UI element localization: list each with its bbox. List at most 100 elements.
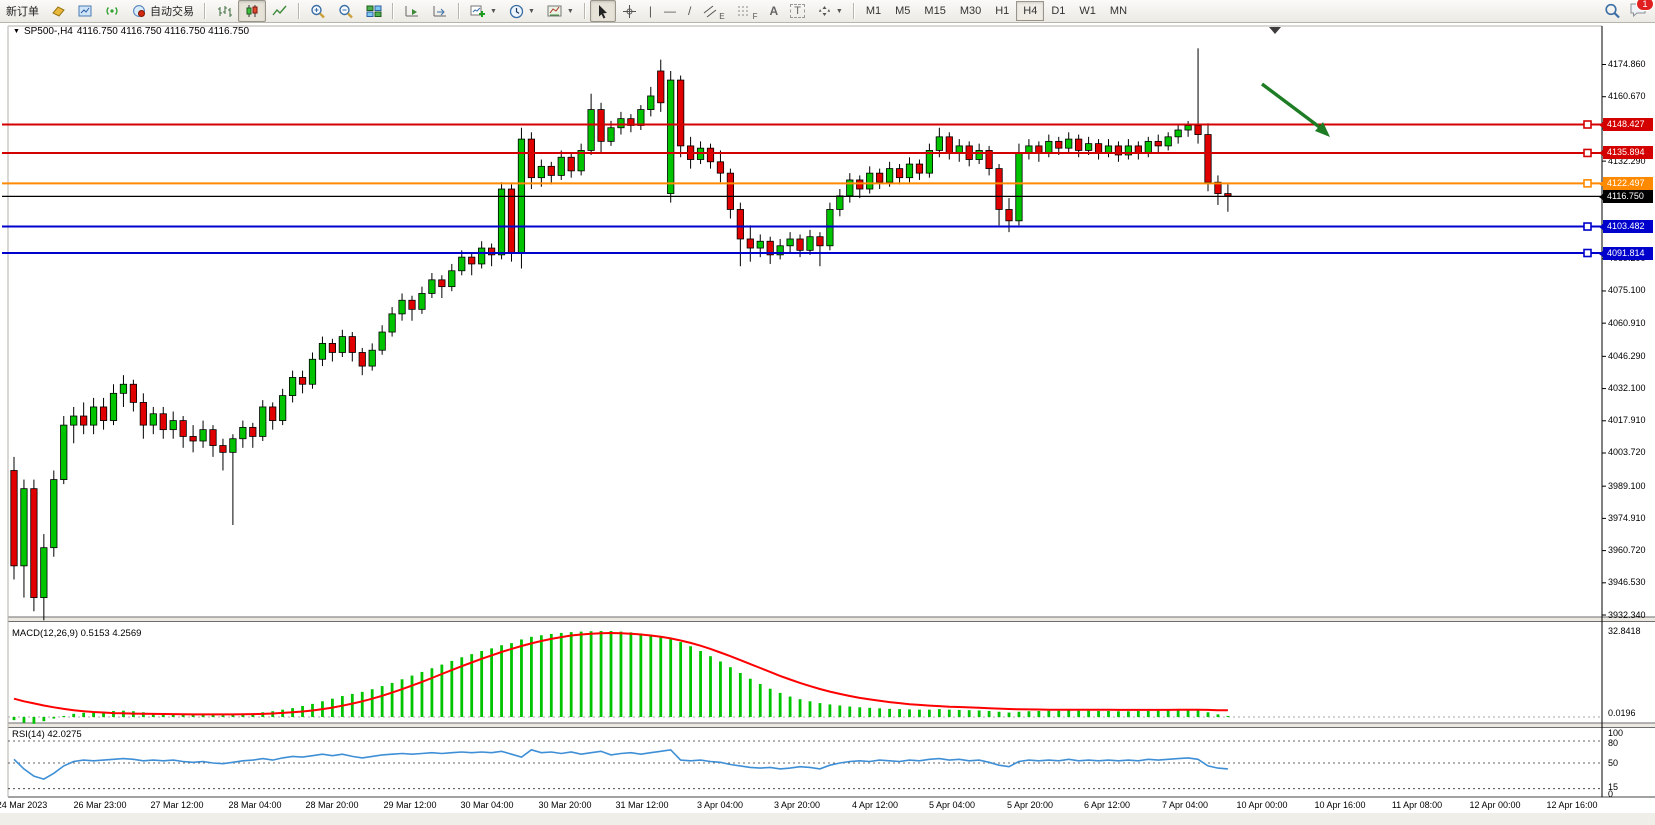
candle-up — [497, 188, 506, 256]
macd-histogram-bar — [987, 710, 991, 717]
candlestick-chart-button[interactable] — [238, 0, 266, 22]
toolbar-separator — [204, 3, 206, 19]
templates-button[interactable]: ▼ — [541, 0, 580, 22]
horizontal-line-tool-button[interactable]: — — [658, 0, 682, 22]
arrow-annotation-head[interactable] — [1315, 122, 1330, 137]
macd-histogram-bar — [669, 638, 673, 717]
macd-histogram-bar — [808, 701, 812, 717]
crosshair-tool-button[interactable] — [616, 0, 643, 22]
current-price-line-flag[interactable]: 4116.750 — [1599, 190, 1653, 203]
macd-histogram-bar — [659, 636, 663, 717]
macd-histogram-bar — [42, 717, 46, 722]
bar-chart-icon — [218, 6, 232, 17]
date-axis-label: 12 Apr 16:00 — [1546, 800, 1598, 810]
toolbar-right: 1 — [1604, 0, 1655, 21]
candle-down — [796, 238, 804, 251]
candle-down — [408, 299, 416, 310]
tile-windows-icon — [366, 5, 382, 17]
candle-up — [905, 163, 914, 179]
zoom-in-button[interactable] — [304, 0, 332, 22]
signals-icon — [106, 7, 118, 15]
candle-down — [487, 247, 496, 256]
rsi-axis-label: 100 — [1608, 728, 1624, 738]
line-handle[interactable] — [1583, 248, 1592, 258]
signals-button[interactable] — [99, 0, 126, 22]
bar-chart-button[interactable] — [210, 0, 238, 22]
price-tick-label: 4003.720 — [1608, 447, 1646, 457]
cursor-tool-button[interactable] — [589, 0, 616, 22]
resistance-line-flag[interactable]: 4148.427 — [1599, 118, 1653, 131]
support-line-flag[interactable]: 4103.482 — [1599, 220, 1653, 233]
channel-tool-button[interactable]: E — [697, 0, 730, 22]
line-handle[interactable] — [1583, 120, 1592, 129]
candle-up — [975, 150, 983, 160]
symbol-dropdown-icon[interactable]: ▼ — [13, 28, 20, 35]
candle-down — [726, 172, 735, 210]
macd-histogram-bar — [191, 714, 195, 717]
new-order-button[interactable]: 新订单 — [0, 0, 45, 22]
text-tool-button[interactable]: A — [764, 0, 785, 22]
candle-up — [617, 118, 625, 129]
chart-shift-button[interactable] — [426, 0, 454, 22]
candle-down — [269, 406, 277, 421]
price-tick-label: 4032.100 — [1608, 383, 1646, 393]
arrow-annotation[interactable] — [1260, 82, 1324, 131]
arrows-tool-button[interactable]: ▼ — [811, 0, 849, 22]
fibonacci-tool-button[interactable]: F — [731, 0, 764, 22]
timeframe-button-m30[interactable]: M30 — [959, 5, 982, 17]
candle-down — [129, 383, 137, 403]
notifications-button[interactable]: 1 — [1629, 0, 1654, 21]
tile-windows-button[interactable] — [360, 0, 388, 22]
line-handle[interactable] — [1583, 148, 1592, 158]
timeframe-button-m5[interactable]: M5 — [895, 5, 911, 17]
vertical-line-tool-button[interactable]: | — [643, 0, 658, 22]
macd-histogram-bar — [72, 713, 76, 717]
depth-of-market-button[interactable] — [72, 0, 99, 22]
price-tick-label: 4132.290 — [1608, 156, 1646, 166]
line-handle[interactable] — [1583, 179, 1592, 188]
candle-up — [418, 293, 426, 310]
zoom-out-button[interactable] — [332, 0, 360, 22]
timeframe-button-w1[interactable]: W1 — [1079, 5, 1096, 17]
timeframe-button-m15[interactable]: M15 — [924, 5, 946, 17]
line-chart-button[interactable] — [266, 0, 294, 22]
auto-trading-button[interactable]: 自动交易 — [126, 0, 200, 22]
price-tick-label: 4060.910 — [1608, 318, 1646, 328]
macd-histogram-bar — [898, 709, 901, 717]
panel-splitter[interactable] — [8, 723, 1655, 728]
support-line-flag[interactable]: 4091.814 — [1599, 247, 1653, 260]
timeframe-button-h4[interactable]: H4 — [1016, 1, 1045, 21]
auto-scroll-button[interactable] — [398, 0, 426, 22]
line-handle[interactable] — [1583, 222, 1592, 231]
timeframe-button-h1[interactable]: H1 — [995, 5, 1010, 17]
pivot-line-flag[interactable]: 4122.497 — [1599, 177, 1653, 190]
search-icon[interactable] — [1604, 3, 1621, 19]
new-chart-button[interactable]: ▼ — [464, 0, 503, 22]
timeframe-button-mn[interactable]: MN — [1109, 5, 1128, 17]
price-flag-value: 4103.482 — [1607, 221, 1645, 231]
macd-histogram-bar — [798, 699, 802, 717]
date-axis-label: 30 Mar 04:00 — [460, 800, 514, 810]
macd-histogram-bar — [758, 683, 762, 717]
macd-histogram-bar — [1156, 710, 1160, 717]
candle-down — [1035, 145, 1043, 154]
price-tick-label: 4046.290 — [1608, 351, 1646, 361]
text-label-tool-button[interactable]: T — [784, 0, 811, 22]
panel-splitter[interactable] — [8, 617, 1655, 622]
periods-button[interactable]: ▼ — [503, 0, 541, 22]
trade-icon-button[interactable] — [45, 0, 72, 22]
timeframe-button-d1[interactable]: D1 — [1051, 5, 1066, 17]
macd-histogram-bar — [868, 707, 872, 717]
candle-up — [836, 195, 844, 210]
price-tick-label: 4075.100 — [1608, 285, 1646, 295]
resistance-line-flag[interactable]: 4135.894 — [1599, 146, 1653, 159]
trendline-tool-button[interactable]: / — [682, 0, 697, 22]
macd-histogram-bar — [62, 715, 66, 717]
candle-down — [567, 156, 575, 172]
timeframe-button-m1[interactable]: M1 — [865, 5, 882, 17]
date-axis-label: 29 Mar 12:00 — [383, 800, 437, 810]
candle-up — [1015, 152, 1023, 222]
price-tick-label: 3946.530 — [1608, 577, 1646, 587]
